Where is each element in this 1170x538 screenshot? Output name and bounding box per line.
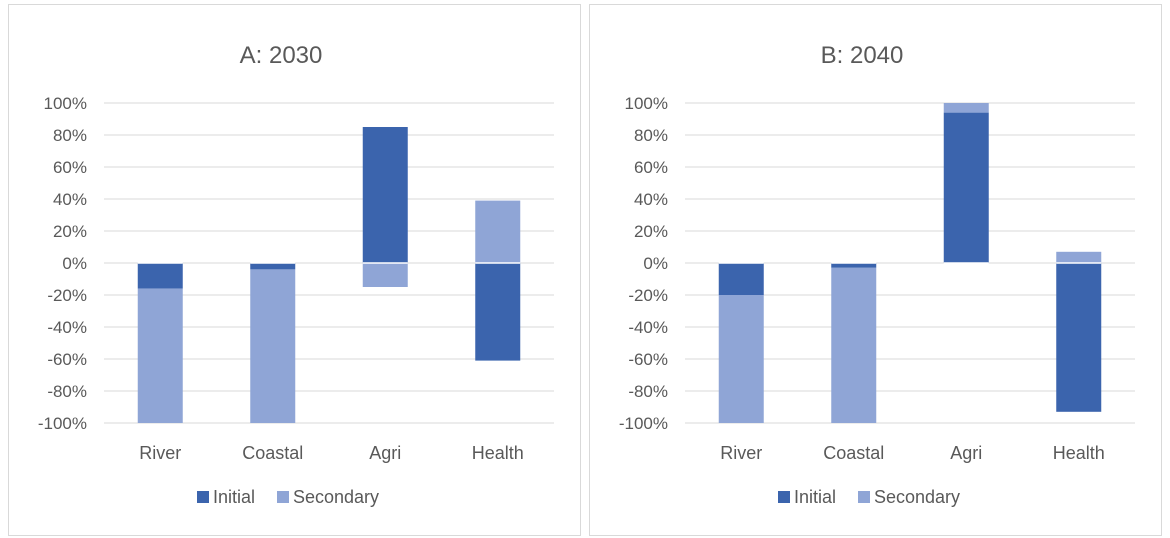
y-tick-label: 60% (53, 158, 87, 177)
chart-b-svg: B: 2040 -100% -80% -60% -40% -20% 0% 20% 40% 60%… (619, 42, 1135, 507)
y-tick-label: 100% (625, 94, 668, 113)
y-tick-label: 20% (634, 222, 668, 241)
y-tick-label: -20% (47, 286, 87, 305)
y-tick-label: 100% (44, 94, 87, 113)
chart-title: A: 2030 (240, 42, 323, 69)
category-label: Agri (369, 443, 401, 463)
bar-initial-agri (362, 127, 408, 263)
legend-swatch-secondary (277, 491, 289, 503)
y-tick-label: -80% (47, 382, 87, 401)
bar-initial-coastal (831, 263, 877, 268)
bar-initial-health (1056, 263, 1102, 412)
y-tick-label: -20% (628, 286, 668, 305)
category-label: Health (1053, 443, 1105, 463)
category-label: Coastal (242, 443, 303, 463)
chart-a-svg: A: 2030 -100% -80% -60% -40% -20% 0% 20% 40% 60%… (38, 42, 554, 507)
category-label: Health (472, 443, 524, 463)
y-tick-label: 20% (53, 222, 87, 241)
legend-label-secondary: Secondary (293, 487, 379, 507)
legend-swatch-initial (778, 491, 790, 503)
legend-label-initial: Initial (794, 487, 836, 507)
y-tick-label: -60% (47, 350, 87, 369)
bar-secondary-coastal (250, 269, 296, 423)
category-label: Agri (950, 443, 982, 463)
y-tick-label: -40% (628, 318, 668, 337)
bar-secondary-health (1056, 251, 1102, 263)
legend-label-secondary: Secondary (874, 487, 960, 507)
y-tick-label: -100% (619, 414, 668, 433)
bar-secondary-agri (362, 263, 408, 287)
y-tick-label: 80% (53, 126, 87, 145)
y-tick-label: -40% (47, 318, 87, 337)
chart-panel-b: B: 2040 -100% -80% -60% -40% -20% 0% 20% 40% 60%… (589, 4, 1162, 536)
y-tick-label: 0% (62, 254, 87, 273)
category-label: River (139, 443, 181, 463)
y-tick-label: -100% (38, 414, 87, 433)
chart-panel-a: A: 2030 -100% -80% -60% -40% -20% 0% 20% 40% 60%… (8, 4, 581, 536)
bar-secondary-river (718, 295, 764, 423)
chart-title: B: 2040 (821, 42, 904, 69)
y-tick-label: -60% (628, 350, 668, 369)
y-tick-label: 40% (634, 190, 668, 209)
bar-initial-agri (943, 112, 989, 263)
bar-initial-health (475, 263, 521, 361)
category-label: River (720, 443, 762, 463)
y-tick-label: 80% (634, 126, 668, 145)
legend-label-initial: Initial (213, 487, 255, 507)
bar-secondary-agri (943, 103, 989, 113)
bar-initial-coastal (250, 263, 296, 270)
bar-initial-river (137, 263, 183, 289)
bar-secondary-health (475, 200, 521, 263)
y-tick-label: 0% (643, 254, 668, 273)
y-tick-label: 60% (634, 158, 668, 177)
bar-secondary-coastal (831, 267, 877, 423)
bar-secondary-river (137, 288, 183, 423)
y-tick-label: 40% (53, 190, 87, 209)
legend-swatch-secondary (858, 491, 870, 503)
bar-initial-river (718, 263, 764, 295)
category-label: Coastal (823, 443, 884, 463)
legend-swatch-initial (197, 491, 209, 503)
y-tick-label: -80% (628, 382, 668, 401)
